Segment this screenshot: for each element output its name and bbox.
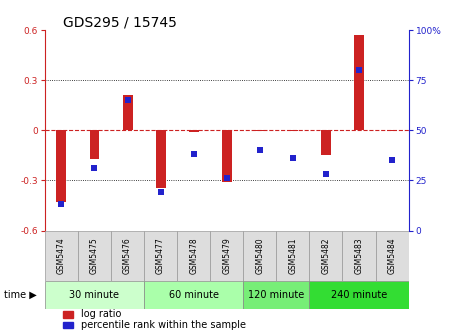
Bar [189,130,198,132]
Bar [123,95,132,130]
Text: 30 minute: 30 minute [70,290,119,300]
Point [356,68,363,73]
Text: 120 minute: 120 minute [248,290,304,300]
Point [388,158,396,163]
Bar [144,281,243,308]
Point [58,202,65,207]
Point [190,152,197,157]
Bar [321,130,331,156]
Point [124,98,131,103]
Bar [63,311,73,318]
Text: GSM5476: GSM5476 [123,237,132,274]
Text: percentile rank within the sample: percentile rank within the sample [80,320,246,330]
Bar [45,230,78,281]
Text: 240 minute: 240 minute [331,290,387,300]
Text: GSM5480: GSM5480 [255,237,264,274]
Bar [309,230,343,281]
Bar [111,230,144,281]
Bar [63,322,73,328]
Text: GSM5479: GSM5479 [222,237,231,274]
Bar [144,230,177,281]
Bar [354,35,364,130]
Text: GSM5475: GSM5475 [90,237,99,274]
Bar [156,130,166,188]
Text: GSM5474: GSM5474 [57,237,66,274]
Text: GSM5484: GSM5484 [387,237,396,274]
Bar [243,281,309,308]
Point [91,166,98,171]
Bar [210,230,243,281]
Bar [45,281,144,308]
Text: GSM5483: GSM5483 [355,237,364,274]
Point [289,156,296,161]
Text: 60 minute: 60 minute [169,290,219,300]
Point [223,176,230,181]
Bar [255,130,265,131]
Bar [89,130,100,159]
Bar [243,230,276,281]
Bar [375,230,409,281]
Text: GSM5482: GSM5482 [321,237,330,274]
Point [157,190,164,195]
Text: time ▶: time ▶ [4,290,37,300]
Bar [343,230,375,281]
Bar [57,130,66,202]
Bar [387,130,397,131]
Bar [222,130,232,182]
Text: GSM5477: GSM5477 [156,237,165,274]
Bar [177,230,210,281]
Text: GSM5481: GSM5481 [288,237,297,274]
Bar [276,230,309,281]
Bar [309,281,409,308]
Text: log ratio: log ratio [80,309,121,320]
Bar [78,230,111,281]
Point [256,148,264,153]
Text: GSM5478: GSM5478 [189,237,198,274]
Point [322,172,330,177]
Text: GDS295 / 15745: GDS295 / 15745 [63,15,177,29]
Bar [288,130,298,131]
